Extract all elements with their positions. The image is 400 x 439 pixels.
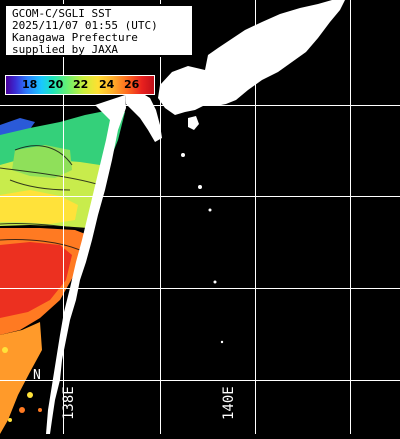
title-block: GCOM-C/SGLI SST 2025/11/07 01:55 (UTC) K… xyxy=(4,4,194,57)
legend-tick-22: 22 xyxy=(73,78,89,91)
islet xyxy=(208,208,212,212)
longitude-label-138e: 138E xyxy=(61,386,77,420)
temperature-color-legend xyxy=(5,75,155,95)
title-line-2: 2025/11/07 01:55 (UTC) xyxy=(12,19,158,32)
legend-tick-26: 26 xyxy=(124,78,140,91)
oshima-island xyxy=(188,116,199,130)
boso-peninsula xyxy=(158,0,345,115)
sst-field xyxy=(0,110,125,434)
islet xyxy=(211,93,215,97)
mainland-coast xyxy=(46,95,126,434)
legend-tick-18: 18 xyxy=(22,78,38,91)
islet xyxy=(220,340,224,344)
legend-tick-20: 20 xyxy=(48,78,64,91)
title-line-4: supplied by JAXA xyxy=(12,43,118,56)
sst-contours xyxy=(0,145,101,251)
legend-tick-24: 24 xyxy=(99,78,115,91)
islet xyxy=(198,185,202,189)
islet xyxy=(213,280,217,284)
land xyxy=(46,0,345,434)
longitude-label-140e: 140E xyxy=(221,386,237,420)
latitude-label: N xyxy=(33,368,41,383)
title-line-1: GCOM-C/SGLI SST xyxy=(12,7,112,20)
islet xyxy=(181,153,185,157)
izu-peninsula xyxy=(125,92,162,142)
title-line-3: Kanagawa Prefecture xyxy=(12,31,138,44)
